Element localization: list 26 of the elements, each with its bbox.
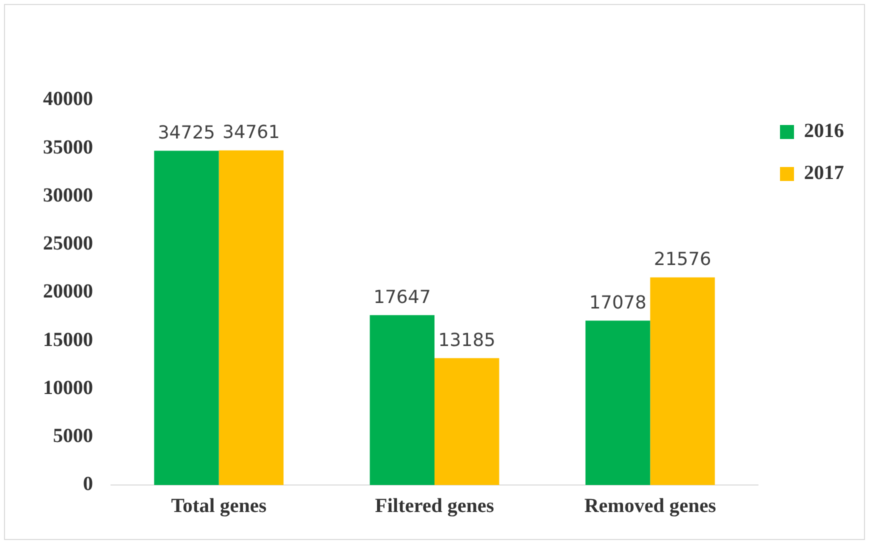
y-tick-label: 5000 [53,425,93,448]
y-tick-label: 25000 [43,232,93,255]
bar [585,320,650,485]
y-tick-label: 10000 [43,376,93,399]
y-tick-label: 35000 [43,136,93,158]
bar [154,150,219,485]
bar [434,358,500,485]
x-tick-label: Removed genes [584,495,716,518]
legend-label: 2017 [804,162,844,184]
y-tick-label: 20000 [43,280,93,303]
data-label: 17647 [374,286,431,308]
data-label: 17078 [589,292,646,314]
data-label: 21576 [654,249,712,270]
y-tick-label: 15000 [43,328,93,351]
x-tick-label: Filtered genes [374,495,494,518]
x-tick-label: Total genes [171,495,267,518]
y-tick-label: 30000 [43,184,93,206]
data-label: 34761 [222,122,280,144]
bar [370,315,434,485]
data-label: 13185 [438,330,496,351]
bar [650,277,715,485]
bar [218,150,284,485]
y-tick-label: 40000 [43,88,93,110]
data-label: 34725 [158,122,216,144]
legend-label: 2016 [804,120,844,142]
y-tick-label: 0 [83,473,93,496]
